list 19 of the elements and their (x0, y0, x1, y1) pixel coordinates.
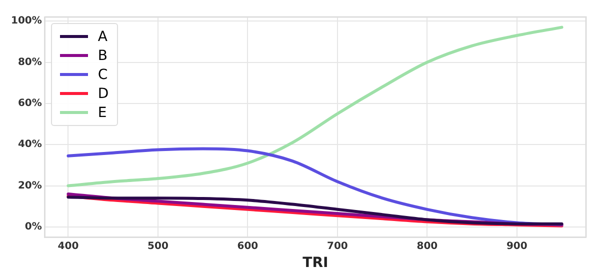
x-tick-label: 400 (58, 240, 79, 252)
x-axis-title: TRI (302, 255, 328, 272)
y-tick-label: 100% (10, 16, 42, 27)
legend-label: E (98, 104, 107, 120)
legend-label: B (98, 48, 108, 64)
y-tick-label: 0% (24, 222, 42, 233)
y-tick-label: 60% (18, 98, 42, 110)
y-tick-label: 80% (18, 56, 42, 68)
x-tick-label: 800 (416, 240, 438, 252)
legend-label: D (98, 86, 109, 102)
x-tick-label: 500 (148, 240, 168, 252)
legend-label: C (98, 66, 108, 82)
x-tick-label: 900 (506, 240, 528, 252)
y-tick-label: 20% (18, 180, 42, 192)
legend-label: A (98, 28, 108, 44)
x-tick-label: 700 (326, 240, 348, 252)
y-tick-label: 40% (18, 139, 42, 150)
line-series (66, 26, 564, 188)
x-tick-label: 600 (237, 240, 258, 252)
